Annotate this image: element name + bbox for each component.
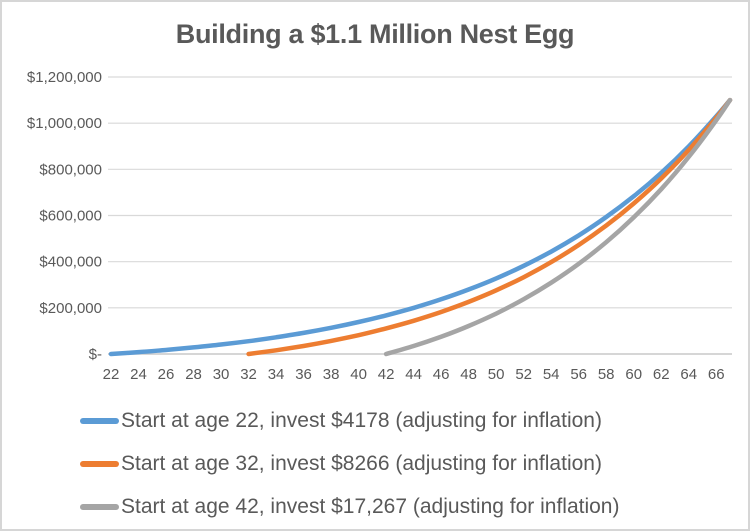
x-axis-tick-label: 66 — [708, 366, 725, 383]
x-axis-tick-label: 32 — [240, 366, 257, 383]
x-axis-tick-label: 38 — [323, 366, 340, 383]
legend-swatch-start-at-age-32 — [80, 460, 119, 467]
x-axis-tick-label: 58 — [598, 366, 615, 383]
legend-item-start-at-age-32: Start at age 32, invest $8266 (adjusting… — [80, 442, 619, 485]
x-axis-tick-label: 34 — [268, 366, 285, 383]
x-axis-tick-label: 56 — [570, 366, 587, 383]
legend-item-start-at-age-42: Start at age 42, invest $17,267 (adjusti… — [80, 485, 619, 528]
legend-label: Start at age 32, invest $8266 (adjusting… — [121, 451, 602, 475]
x-axis-tick-label: 64 — [680, 366, 697, 383]
x-axis-tick-label: 62 — [653, 366, 670, 383]
x-axis-tick-label: 42 — [378, 366, 395, 383]
series-line-start-at-age-32 — [246, 97, 733, 357]
legend-label: Start at age 22, invest $4178 (adjusting… — [121, 408, 602, 432]
legend: Start at age 22, invest $4178 (adjusting… — [80, 399, 619, 528]
legend-swatch-start-at-age-22 — [80, 417, 119, 424]
x-axis-tick-label: 52 — [515, 366, 532, 383]
x-axis-tick-label: 48 — [460, 366, 477, 383]
legend-item-start-at-age-22: Start at age 22, invest $4178 (adjusting… — [80, 399, 619, 442]
y-axis-tick-label: $600,000 — [39, 208, 102, 225]
y-axis-tick-label: $1,000,000 — [27, 115, 102, 132]
x-axis-tick-label: 22 — [103, 366, 120, 383]
x-axis-tick-label: 30 — [213, 366, 230, 383]
chart-title: Building a $1.1 Million Nest Egg — [175, 19, 575, 49]
x-axis-tick-label: 36 — [295, 366, 312, 383]
x-axis-tick-label: 50 — [488, 366, 505, 383]
x-axis-tick-label: 46 — [433, 366, 450, 383]
x-axis-tick-label: 24 — [130, 366, 147, 383]
y-axis-tick-label: $1,200,000 — [27, 69, 102, 86]
x-axis-tick-label: 28 — [185, 366, 202, 383]
x-axis-tick-label: 54 — [543, 366, 560, 383]
y-axis-tick-label: $800,000 — [39, 161, 102, 178]
x-axis-tick-label: 26 — [158, 366, 175, 383]
y-axis-tick-label: $- — [89, 346, 102, 363]
series-line-start-at-age-22 — [108, 97, 733, 357]
x-axis-tick-label: 60 — [625, 366, 642, 383]
y-axis-tick-label: $200,000 — [39, 300, 102, 317]
y-axis-tick-label: $400,000 — [39, 254, 102, 271]
series-line-start-at-age-42 — [383, 97, 733, 357]
legend-swatch-start-at-age-42 — [80, 503, 119, 510]
legend-label: Start at age 42, invest $17,267 (adjusti… — [121, 494, 620, 518]
x-axis-tick-label: 40 — [350, 366, 367, 383]
x-axis-tick-label: 44 — [405, 366, 422, 383]
